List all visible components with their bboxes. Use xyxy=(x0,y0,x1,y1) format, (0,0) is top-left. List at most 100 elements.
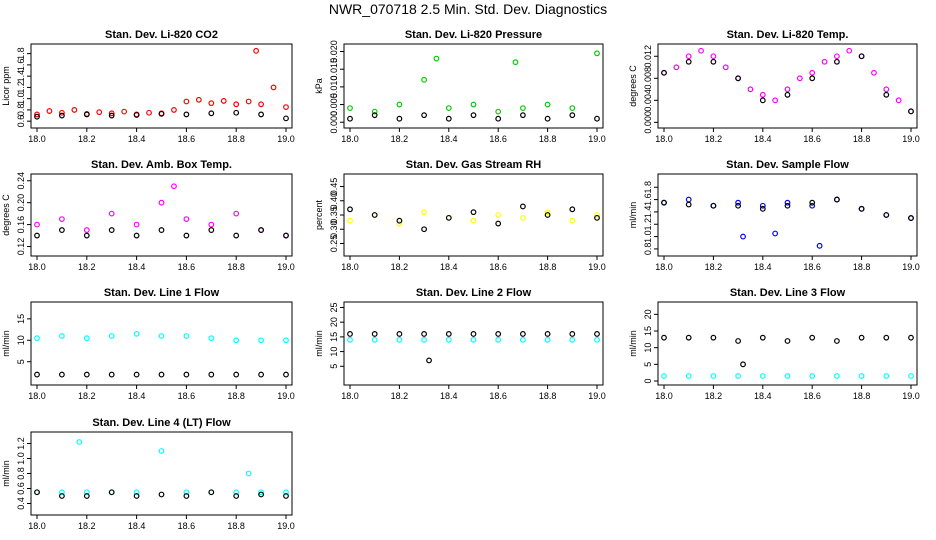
x-tick-label: 18.0 xyxy=(655,134,673,144)
data-point xyxy=(34,111,40,118)
data-point xyxy=(283,232,289,239)
data-point xyxy=(421,331,428,337)
data-point xyxy=(821,58,828,65)
data-point xyxy=(220,98,227,104)
chart-title: Stan. Dev. Line 2 Flow xyxy=(416,287,532,299)
series-selected xyxy=(661,334,914,368)
data-point xyxy=(445,214,452,221)
data-point xyxy=(183,371,190,378)
x-tick-label: 18.8 xyxy=(227,134,245,144)
x-tick-label: 18.0 xyxy=(28,134,46,144)
data-point xyxy=(759,202,766,209)
data-point xyxy=(685,196,692,203)
data-point xyxy=(512,59,519,66)
data-point xyxy=(784,373,791,379)
data-point xyxy=(208,110,215,117)
data-point xyxy=(846,47,853,54)
x-tick-label: 19.0 xyxy=(277,262,295,272)
x-tick-label: 18.2 xyxy=(391,391,409,401)
x-tick-label: 18.0 xyxy=(341,134,359,144)
series-selected xyxy=(34,371,289,378)
x-tick-label: 18.8 xyxy=(227,391,245,401)
data-point xyxy=(133,112,140,118)
data-point xyxy=(283,104,289,111)
plot-frame xyxy=(30,301,293,386)
data-point xyxy=(183,216,190,223)
x-tick-label: 18.8 xyxy=(853,262,871,272)
data-point xyxy=(759,97,766,104)
x-tick-label: 18.4 xyxy=(754,262,772,272)
data-point xyxy=(133,371,140,378)
x-tick-label: 18.6 xyxy=(803,391,821,401)
data-point xyxy=(908,334,914,341)
plot-frame xyxy=(657,43,918,129)
chart-title: Stan. Dev. Li-820 CO2 xyxy=(105,29,218,41)
x-tick-label: 18.2 xyxy=(391,134,409,144)
y-axis-label: ml/min xyxy=(628,202,638,229)
data-point xyxy=(258,337,265,344)
series-selected xyxy=(347,203,600,233)
data-point xyxy=(883,91,890,98)
data-point xyxy=(59,371,65,378)
chart-title: Stan. Dev. Line 1 Flow xyxy=(104,287,220,299)
x-tick-label: 18.2 xyxy=(705,262,723,272)
x-tick-label: 18.6 xyxy=(489,262,507,272)
data-point xyxy=(710,202,717,209)
plot-frame xyxy=(657,301,918,386)
x-tick-label: 18.4 xyxy=(440,262,458,272)
data-point xyxy=(233,337,240,344)
y-tick-label: 0.35 xyxy=(329,206,339,224)
data-point xyxy=(133,489,140,496)
data-point xyxy=(809,202,816,209)
data-point xyxy=(46,108,53,114)
data-point xyxy=(759,91,766,98)
y-tick-label: 0.8 xyxy=(16,104,26,117)
series-selected xyxy=(34,489,289,499)
series-all xyxy=(34,183,289,239)
y-tick-label: 1.4 xyxy=(643,206,653,219)
data-point xyxy=(371,212,378,218)
y-tick-label: 0.20 xyxy=(16,194,26,212)
data-point xyxy=(710,334,717,341)
data-point xyxy=(158,333,165,339)
data-point xyxy=(245,470,252,477)
data-point xyxy=(747,86,754,93)
y-tick-label: 0.015 xyxy=(329,58,339,81)
data-point xyxy=(796,75,803,82)
data-point xyxy=(495,108,502,115)
data-point xyxy=(108,489,115,496)
data-point xyxy=(470,331,477,337)
y-axis-label: degrees C xyxy=(628,65,638,107)
data-point xyxy=(245,98,252,105)
data-point xyxy=(396,336,403,343)
y-tick-label: 0.40 xyxy=(329,192,339,210)
x-tick-label: 18.8 xyxy=(539,134,557,144)
data-point xyxy=(685,53,692,60)
y-tick-label: 1.8 xyxy=(16,47,26,60)
data-point xyxy=(83,227,90,233)
chart-title: Stan. Dev. Li-820 Temp. xyxy=(727,29,849,41)
data-point xyxy=(421,209,428,216)
data-point xyxy=(809,334,816,341)
y-tick-label: 1.2 xyxy=(643,218,653,231)
series-all xyxy=(661,373,914,379)
data-point xyxy=(433,55,440,62)
series-all xyxy=(34,47,289,118)
x-tick-label: 18.4 xyxy=(128,134,146,144)
data-point xyxy=(258,371,265,378)
data-point xyxy=(594,214,600,221)
x-tick-label: 18.4 xyxy=(754,134,772,144)
chart-title: Stan. Dev. Amb. Box Temp. xyxy=(91,159,232,171)
series-selected xyxy=(34,227,289,239)
x-tick-label: 18.4 xyxy=(128,521,146,531)
x-tick-label: 18.6 xyxy=(803,134,821,144)
data-point xyxy=(96,109,103,116)
data-point xyxy=(784,91,791,98)
data-point xyxy=(685,334,692,341)
data-point xyxy=(258,101,265,108)
data-point xyxy=(698,47,704,54)
data-point xyxy=(710,58,717,65)
data-point xyxy=(735,338,741,344)
data-point xyxy=(594,336,600,343)
